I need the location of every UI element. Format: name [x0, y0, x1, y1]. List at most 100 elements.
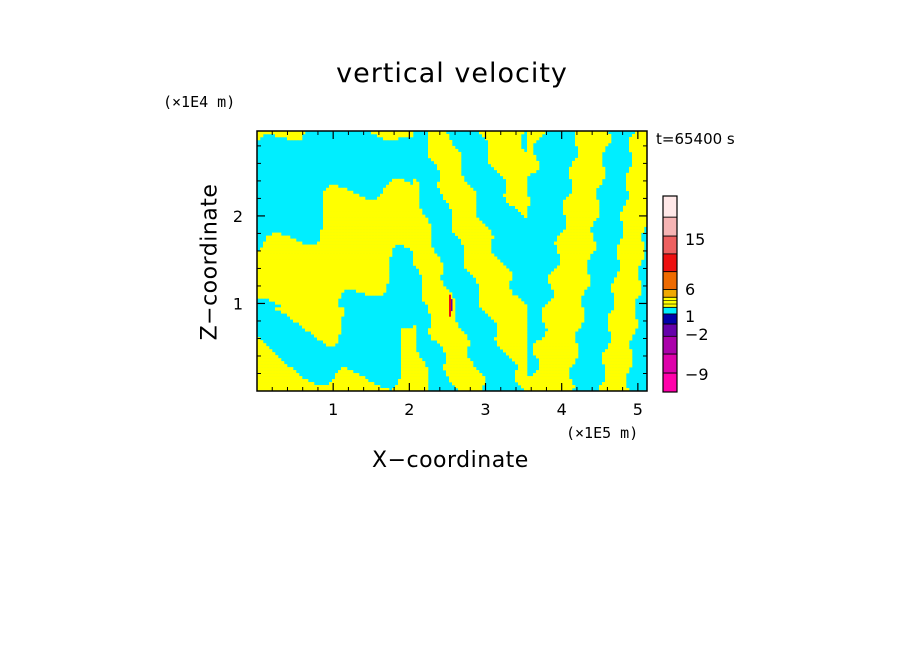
field-cell	[470, 187, 474, 192]
field-cell	[455, 202, 459, 207]
field-cell	[599, 139, 603, 144]
field-cell	[389, 133, 393, 138]
field-cell	[560, 304, 564, 308]
field-cell	[515, 352, 519, 356]
field-cell	[344, 373, 348, 377]
field-cell	[596, 202, 600, 207]
field-cell	[269, 367, 273, 371]
field-cell	[449, 319, 453, 323]
field-cell	[344, 247, 348, 251]
field-cell	[413, 334, 417, 338]
field-cell	[335, 259, 339, 263]
field-cell	[623, 250, 627, 254]
field-cell	[470, 220, 474, 224]
field-cell	[563, 274, 567, 278]
field-cell	[296, 136, 300, 141]
field-cell	[506, 343, 510, 347]
field-cell	[569, 241, 573, 245]
field-cell	[464, 367, 468, 371]
field-cell	[416, 367, 420, 371]
field-cell	[479, 292, 483, 296]
field-cell	[398, 178, 402, 183]
field-cell	[581, 283, 585, 287]
field-cell	[260, 340, 264, 344]
field-cell	[470, 271, 474, 275]
field-cell	[500, 163, 504, 168]
field-cell	[326, 295, 330, 299]
field-cell	[596, 205, 600, 209]
field-cell	[437, 133, 441, 138]
field-cell	[572, 205, 576, 209]
field-cell	[626, 175, 630, 180]
field-cell	[278, 277, 282, 281]
field-cell	[590, 196, 594, 201]
field-cell	[503, 148, 507, 153]
field-cell	[611, 346, 615, 350]
field-cell	[464, 187, 468, 192]
field-cell	[278, 131, 282, 135]
field-cell	[422, 271, 426, 275]
field-cell	[326, 274, 330, 278]
field-cell	[629, 277, 633, 281]
field-cell	[338, 373, 342, 377]
field-cell	[626, 292, 630, 296]
field-cell	[500, 265, 504, 269]
field-cell	[563, 286, 567, 290]
field-cell	[389, 196, 393, 201]
field-cell	[380, 217, 384, 221]
field-cell	[521, 310, 525, 314]
field-cell	[557, 238, 561, 242]
field-cell	[563, 370, 567, 374]
field-cell	[458, 181, 462, 186]
field-cell	[332, 223, 336, 227]
field-cell	[467, 256, 471, 260]
field-cell	[509, 352, 513, 356]
field-cell	[632, 175, 636, 180]
field-cell	[455, 187, 459, 192]
field-cell	[557, 310, 561, 314]
field-cell	[635, 277, 639, 281]
field-cell	[308, 277, 312, 281]
field-cell	[338, 187, 342, 192]
field-cell	[356, 232, 360, 236]
field-cell	[341, 271, 345, 275]
field-cell	[383, 268, 387, 272]
field-cell	[434, 253, 438, 257]
field-cell	[569, 361, 573, 365]
field-cell	[353, 256, 357, 260]
field-cell	[443, 325, 447, 329]
field-cell	[638, 160, 642, 165]
field-cell	[464, 349, 468, 353]
field-cell	[629, 361, 633, 365]
field-cell	[326, 289, 330, 293]
field-cell	[488, 313, 492, 317]
field-cell	[308, 310, 312, 314]
field-cell	[446, 361, 450, 365]
field-cell	[566, 259, 570, 263]
field-cell	[608, 139, 612, 144]
field-cell	[569, 259, 573, 263]
field-cell	[584, 205, 588, 209]
field-cell	[398, 211, 402, 215]
field-cell	[413, 232, 417, 236]
field-cell	[275, 361, 279, 365]
field-cell	[347, 256, 351, 260]
field-cell	[449, 292, 453, 296]
field-cell	[377, 286, 381, 290]
field-cell	[617, 256, 621, 260]
field-cell	[335, 262, 339, 266]
field-cell	[455, 232, 459, 236]
field-cell	[266, 256, 270, 260]
field-cell	[338, 271, 342, 275]
field-cell	[353, 199, 357, 204]
field-cell	[266, 238, 270, 242]
field-cell	[428, 331, 432, 335]
field-cell	[449, 181, 453, 186]
field-cell	[593, 214, 597, 218]
field-cell	[338, 193, 342, 198]
field-cell	[401, 220, 405, 224]
field-cell	[530, 157, 534, 162]
field-cell	[452, 298, 456, 302]
field-cell	[506, 142, 510, 147]
field-cell	[431, 292, 435, 296]
